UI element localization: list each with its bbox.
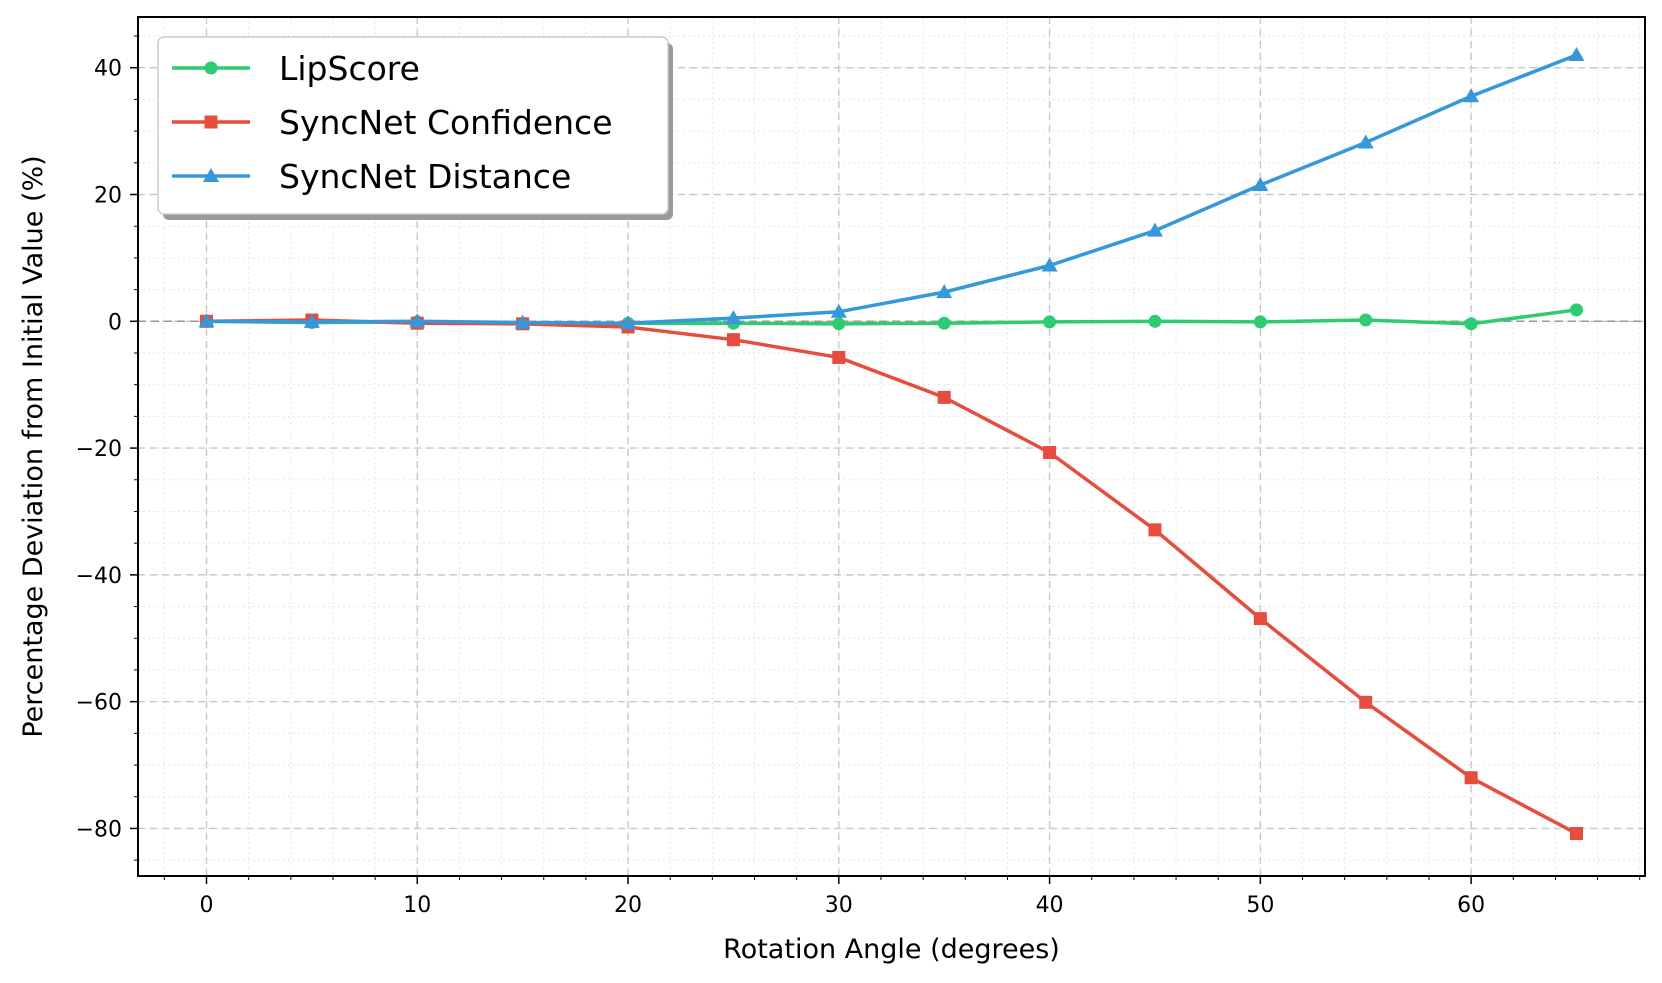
data-point-syncnet-distance bbox=[514, 314, 531, 329]
data-point-lipscore bbox=[1253, 315, 1267, 329]
x-tick-label: 40 bbox=[1036, 893, 1064, 918]
data-point-syncnet-distance bbox=[303, 313, 320, 328]
minor-grid bbox=[138, 17, 1645, 876]
data-point-syncnet-confidence bbox=[1570, 827, 1583, 841]
data-point-lipscore bbox=[1359, 313, 1373, 327]
data-point-lipscore bbox=[1570, 303, 1583, 317]
data-point-lipscore bbox=[1043, 315, 1057, 329]
legend-item-syncnet-distance: SyncNet Distance bbox=[172, 157, 571, 196]
x-tick-label: 30 bbox=[825, 893, 853, 918]
legend-label-lipscore: LipScore bbox=[279, 49, 420, 88]
data-point-syncnet-confidence bbox=[1043, 446, 1057, 460]
y-tick-label: 0 bbox=[108, 310, 122, 335]
y-tick-labels: 40 20 0 −20 −40 −60 −80 bbox=[76, 57, 122, 843]
legend-marker-syncnet-distance bbox=[203, 168, 219, 182]
data-point-lipscore bbox=[937, 316, 951, 330]
y-axis-label: Percentage Deviation from Initial Value … bbox=[18, 155, 49, 737]
data-point-syncnet-distance bbox=[1252, 176, 1269, 191]
legend-item-syncnet-confidence: SyncNet Confidence bbox=[172, 103, 613, 142]
data-point-syncnet-confidence bbox=[832, 350, 846, 364]
x-tick-label: 20 bbox=[614, 893, 642, 918]
legend-label-syncnet-confidence: SyncNet Confidence bbox=[279, 103, 613, 142]
plot-frame bbox=[137, 16, 1646, 877]
y-tick-label: −40 bbox=[76, 564, 122, 589]
y-tick-label: 40 bbox=[94, 57, 122, 82]
data-point-syncnet-distance bbox=[1041, 257, 1058, 272]
series-line-syncnet-distance bbox=[206, 53, 1578, 325]
x-tick-label: 50 bbox=[1246, 893, 1274, 918]
data-point-syncnet-confidence bbox=[726, 333, 740, 347]
series-line-syncnet-confidence bbox=[206, 318, 1578, 836]
legend: LipScore SyncNet Confidence SyncNet Distan… bbox=[157, 36, 673, 220]
y-tick-label: −60 bbox=[76, 691, 122, 716]
data-point-syncnet-confidence bbox=[1253, 612, 1267, 626]
data-point-syncnet-confidence bbox=[1464, 771, 1478, 785]
series-layer bbox=[198, 47, 1585, 841]
data-point-syncnet-distance bbox=[198, 313, 215, 328]
legend-label-syncnet-distance: SyncNet Distance bbox=[279, 157, 571, 196]
y-tick-label: −20 bbox=[76, 437, 122, 462]
data-point-syncnet-distance bbox=[1146, 222, 1163, 237]
x-tick-label: 10 bbox=[403, 893, 431, 918]
series-syncnet-distance bbox=[198, 47, 1585, 330]
data-point-lipscore bbox=[1148, 314, 1162, 328]
legend-items: LipScore SyncNet Confidence SyncNet Distan… bbox=[172, 49, 613, 196]
data-point-syncnet-distance bbox=[1463, 88, 1480, 103]
data-point-syncnet-distance bbox=[830, 303, 847, 318]
x-axis-label: Rotation Angle (degrees) bbox=[723, 934, 1060, 965]
data-point-syncnet-confidence bbox=[937, 390, 951, 404]
y-tick-label: −80 bbox=[76, 817, 122, 842]
legend-marker-lipscore bbox=[204, 61, 218, 75]
data-point-syncnet-confidence bbox=[1359, 695, 1373, 709]
data-point-syncnet-distance bbox=[936, 284, 953, 299]
x-tick-labels: 0 10 20 30 40 50 60 bbox=[200, 893, 1486, 918]
axis-ticks bbox=[130, 35, 1641, 884]
legend-box bbox=[157, 36, 669, 215]
y-tick-label: 20 bbox=[94, 184, 122, 209]
legend-marker-syncnet-confidence bbox=[204, 115, 218, 129]
data-point-syncnet-distance bbox=[620, 315, 637, 330]
data-point-lipscore bbox=[832, 317, 846, 331]
data-point-syncnet-distance bbox=[1568, 47, 1585, 62]
data-point-syncnet-confidence bbox=[1148, 523, 1162, 537]
x-tick-label: 0 bbox=[200, 893, 214, 918]
legend-item-lipscore: LipScore bbox=[172, 49, 420, 88]
data-point-syncnet-distance bbox=[1357, 134, 1374, 149]
x-tick-label: 60 bbox=[1457, 893, 1485, 918]
data-point-syncnet-distance bbox=[725, 310, 742, 325]
data-point-syncnet-distance bbox=[409, 313, 426, 328]
data-point-lipscore bbox=[1464, 317, 1478, 331]
